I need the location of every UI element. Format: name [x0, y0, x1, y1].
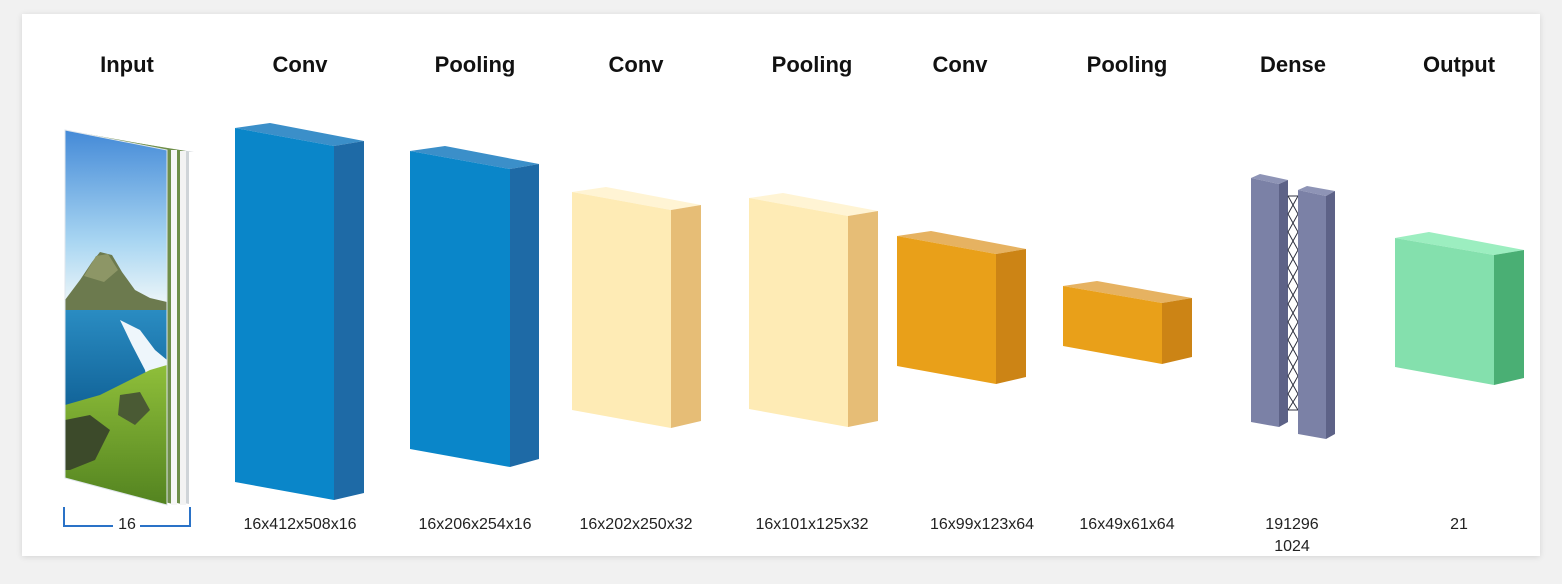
- dense-block: [1251, 174, 1335, 439]
- conv-2-block: [572, 187, 701, 428]
- conv-1-block: [235, 123, 364, 500]
- pooling-1-top: [410, 146, 539, 169]
- dense-col-1-top: [1251, 174, 1288, 184]
- conv-1-front: [235, 128, 334, 500]
- conv-3-side: [996, 249, 1026, 384]
- conv-2-front: [572, 192, 671, 428]
- conv-2-side: [671, 205, 701, 428]
- pooling-2-side: [848, 211, 878, 427]
- conv-3-block: [897, 231, 1026, 384]
- dims-conv-2: 16x202x250x32: [541, 514, 731, 536]
- conv-1-top: [235, 123, 364, 146]
- input-sheet-edge-3: [189, 152, 194, 505]
- pooling-1-front: [410, 151, 510, 467]
- output-top: [1395, 232, 1524, 255]
- dense-col-1-front: [1251, 178, 1279, 427]
- output-block: [1395, 232, 1524, 385]
- dims-conv-2-value: 16x202x250x32: [579, 516, 693, 533]
- pooling-2-front: [749, 198, 848, 427]
- dims-output-value: 21: [1450, 516, 1468, 533]
- dims-dense: 191296 1024: [1197, 514, 1387, 558]
- dense-col-2-side: [1326, 191, 1335, 439]
- pooling-3-front: [1063, 286, 1162, 364]
- input-batch-bracket: [63, 507, 191, 527]
- title-pooling-2: Pooling: [771, 52, 853, 77]
- pooling-1-side: [510, 164, 539, 467]
- input-sheet-edge-2: [180, 151, 186, 505]
- dims-pooling-2-value: 16x101x125x32: [755, 516, 869, 533]
- dims-pooling-2: 16x101x125x32: [717, 514, 907, 536]
- dims-input-value: 16: [118, 516, 136, 533]
- dims-pooling-3-value: 16x49x61x64: [1079, 516, 1175, 533]
- input-sheet-edge-1: [171, 150, 177, 505]
- pooling-2-top: [749, 193, 878, 216]
- dense-col-2-top: [1298, 186, 1335, 196]
- input-image-stack: [64, 129, 194, 506]
- pooling-3-block: [1063, 281, 1192, 364]
- pooling-1-block: [410, 146, 539, 467]
- title-output: Output: [1422, 52, 1496, 77]
- dense-connections: [1287, 195, 1299, 411]
- title-pooling-1: Pooling: [434, 52, 516, 77]
- conv-3-top: [897, 231, 1026, 254]
- conv-1-side: [334, 141, 364, 500]
- output-side: [1494, 250, 1524, 385]
- title-conv-3: Conv: [932, 52, 988, 77]
- dims-conv-1: 16x412x508x16: [205, 514, 395, 536]
- dims-pooling-3: 16x49x61x64: [1032, 514, 1222, 536]
- pooling-3-side: [1162, 298, 1192, 364]
- dims-output: 21: [1364, 514, 1554, 536]
- dims-input: 16: [32, 514, 222, 536]
- title-input: Input: [100, 52, 154, 77]
- conv-2-top: [572, 187, 701, 210]
- title-pooling-3: Pooling: [1086, 52, 1168, 77]
- dims-conv-1-value: 16x412x508x16: [243, 516, 357, 533]
- title-conv-1: Conv: [272, 52, 328, 77]
- title-conv-2: Conv: [608, 52, 664, 77]
- dims-pooling-1-value: 16x206x254x16: [418, 516, 532, 533]
- dims-pooling-1: 16x206x254x16: [380, 514, 570, 536]
- pooling-2-block: [749, 193, 878, 427]
- dims-conv-3-value: 16x99x123x64: [929, 516, 1035, 533]
- dense-col-1-side: [1279, 180, 1288, 427]
- pooling-3-top: [1063, 281, 1192, 303]
- dense-col-2-front: [1298, 190, 1326, 439]
- input-photo: [65, 130, 167, 505]
- output-front: [1395, 238, 1494, 385]
- dims-dense-units-value: 1024: [1274, 538, 1310, 555]
- dims-conv-3: 16x99x123x64: [887, 514, 1077, 536]
- title-dense: Dense: [1259, 52, 1327, 77]
- conv-3-front: [897, 236, 996, 384]
- dims-dense-input-value: 191296: [1265, 516, 1319, 533]
